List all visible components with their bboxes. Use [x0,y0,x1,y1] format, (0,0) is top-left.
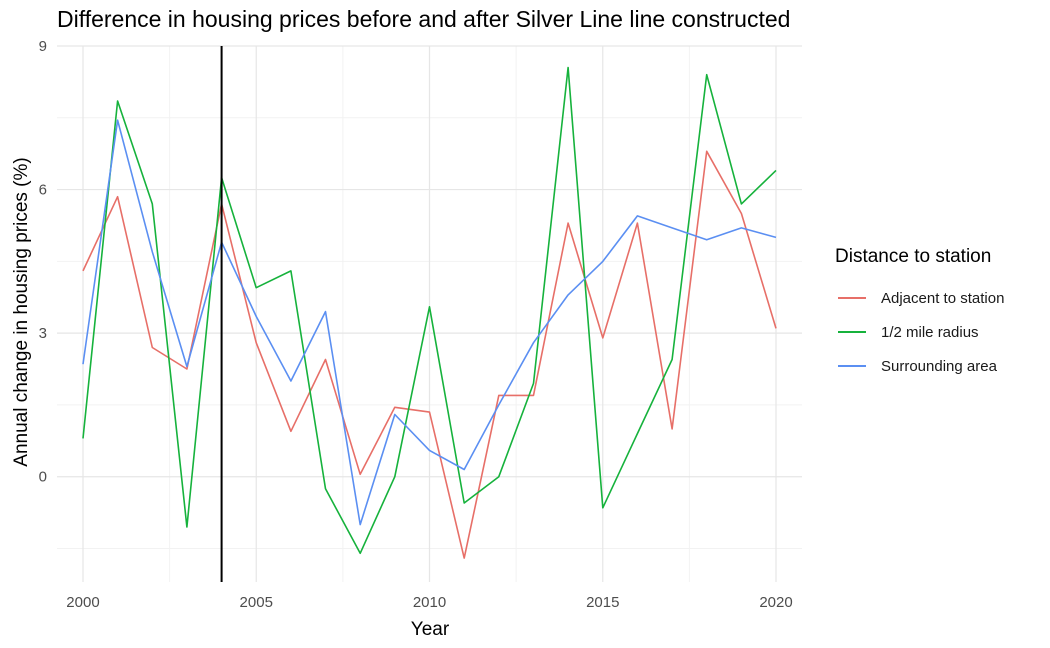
x-tick-label: 2015 [586,594,619,611]
x-tick-label: 2010 [413,594,446,611]
legend-key-half-mile [838,331,866,333]
y-tick-label: 9 [39,38,47,55]
legend-label-surrounding: Surrounding area [881,357,997,375]
series-line-1 [82,66,777,555]
series-line-2 [82,119,777,526]
x-tick-label: 2005 [240,594,273,611]
legend-key-adjacent [838,297,866,299]
y-tick-label: 3 [39,325,47,342]
major-gridlines [57,45,802,582]
x-tick-label: 2000 [66,594,99,611]
x-axis-tick-labels: 2000 2005 2010 2015 2020 [66,594,792,611]
legend-item-adjacent: Adjacent to station [835,281,1004,315]
y-tick-label: 6 [39,182,47,199]
series-line-0 [82,150,777,559]
legend-label-half-mile: 1/2 mile radius [881,323,979,341]
legend-title: Distance to station [835,246,992,267]
y-tick-label: 0 [39,469,47,486]
legend-item-surrounding: Surrounding area [835,349,1004,383]
chart-title: Difference in housing prices before and … [57,6,791,32]
y-axis-title: Annual change in housing prices (%) [11,157,32,466]
legend: Distance to station Adjacent to station … [835,246,1004,383]
x-axis-title: Year [411,619,450,640]
series-lines [82,66,777,559]
legend-label-adjacent: Adjacent to station [881,289,1005,307]
legend-key-surrounding [838,365,866,367]
x-tick-label: 2020 [759,594,792,611]
legend-item-half-mile: 1/2 mile radius [835,315,1004,349]
y-axis-tick-labels: 0 3 6 9 [39,38,47,486]
